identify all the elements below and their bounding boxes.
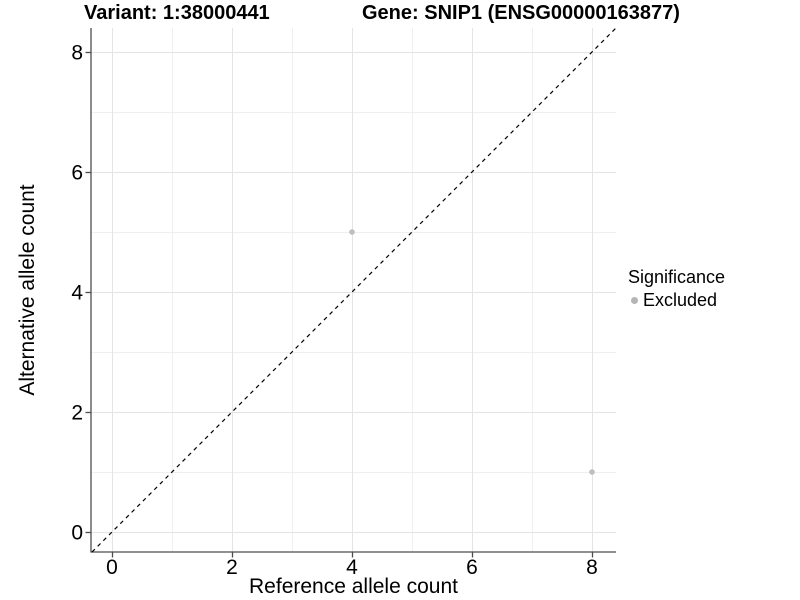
y-tick-label: 8	[71, 42, 83, 65]
x-tick-label: 6	[466, 556, 478, 579]
x-tick-label: 8	[586, 556, 598, 579]
identity-reference-line	[91, 27, 617, 553]
x-tick-label: 4	[346, 556, 358, 579]
y-tick-label: 2	[71, 402, 83, 425]
data-point	[349, 229, 355, 235]
y-tick-label: 4	[71, 282, 83, 305]
legend-title: Significance	[628, 267, 726, 287]
y-tick-label: 6	[71, 162, 83, 185]
y-axis-title: Alternative allele count	[16, 184, 39, 396]
data-point	[589, 469, 595, 475]
x-tick-label: 0	[106, 556, 118, 579]
legend-item-excluded: Excluded	[628, 289, 725, 311]
legend-item-label: Excluded	[643, 290, 718, 310]
gene-title: Gene: SNIP1 (ENSG00000163877)	[362, 2, 680, 24]
legend: Significance Excluded	[628, 266, 725, 311]
y-tick-label: 0	[71, 522, 83, 545]
x-axis-title: Reference allele count	[249, 575, 458, 598]
x-tick-label: 2	[226, 556, 238, 579]
excluded-point-icon	[631, 296, 638, 304]
variant-title: Variant: 1:38000441	[84, 2, 270, 24]
